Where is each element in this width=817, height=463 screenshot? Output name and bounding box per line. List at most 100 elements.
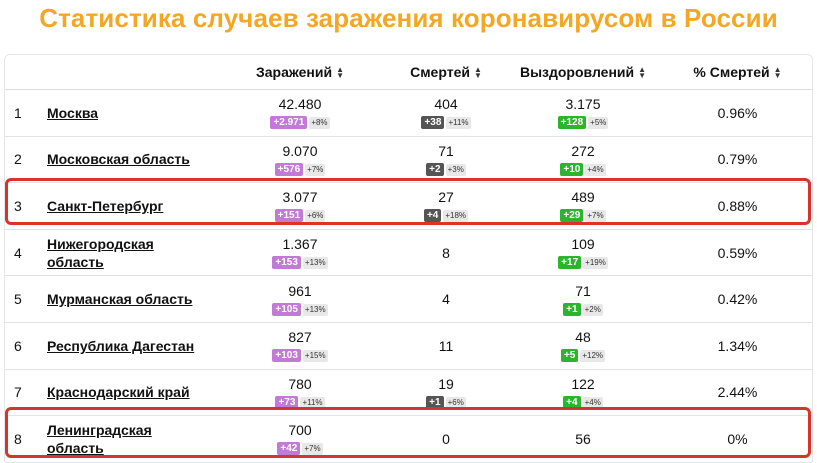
deaths-cell: 0 <box>389 415 503 463</box>
region-link[interactable]: Краснодарский край <box>47 384 190 401</box>
death-rate-value: 0.96% <box>717 104 758 121</box>
table-row: 1 Москва 42.480 +2.971 +8% 404 +38 +11% 3.175 +12… <box>5 89 812 137</box>
page-title: Статистика случаев заражения коронавирус… <box>39 3 778 33</box>
region-link[interactable]: Санкт-Петербург <box>47 197 164 214</box>
infected-value: 42.480 <box>278 96 322 113</box>
infected-delta-badge: +2.971 <box>270 116 308 130</box>
sort-arrows-icon[interactable]: ▲ ▼ <box>638 65 647 81</box>
stats-table: Заражений ▲ ▼ Смертей ▲ ▼ Выздоровлений ▲ ▼ % … <box>5 55 812 463</box>
deaths-delta-badge: +1 <box>426 395 444 409</box>
header-death-rate-label: % Смертей <box>693 64 770 80</box>
region-link[interactable]: Республика Дагестан <box>47 337 195 354</box>
header-death-rate[interactable]: % Смертей ▲ ▼ <box>663 55 812 90</box>
death-rate-value: 0% <box>727 430 748 447</box>
region-cell: Московская область <box>47 136 211 184</box>
header-infected[interactable]: Заражений ▲ ▼ <box>211 55 389 90</box>
infected-delta-percent: +6% <box>305 210 326 223</box>
region-cell: Санкт-Петербург <box>47 182 211 230</box>
recovered-delta-badge: +10 <box>560 162 584 176</box>
deaths-delta-badge: +38 <box>421 116 445 130</box>
deaths-value: 8 <box>442 244 450 261</box>
death-rate-cell: 0.59% <box>663 229 812 277</box>
header-recovered[interactable]: Выздоровлений ▲ ▼ <box>503 55 663 90</box>
recovered-value: 489 <box>571 189 595 206</box>
deaths-value: 0 <box>442 430 450 447</box>
recovered-delta-percent: +4% <box>585 163 606 176</box>
infected-delta-badge: +153 <box>272 256 301 270</box>
header-region <box>47 55 211 90</box>
death-rate-value: 0.42% <box>717 291 758 308</box>
recovered-delta: +1 +2% <box>563 301 603 316</box>
deaths-delta: +2 +3% <box>426 161 466 176</box>
recovered-delta-percent: +19% <box>583 257 608 270</box>
table-row: 2 Московская область 9.070 +576 +7% 71 +2 +3% 27… <box>5 136 812 184</box>
deaths-delta: +38 +11% <box>421 114 471 130</box>
infected-delta: +73 +11% <box>275 394 325 409</box>
infected-value: 700 <box>288 422 312 439</box>
recovered-value: 122 <box>571 375 595 392</box>
deaths-value: 19 <box>438 375 454 392</box>
recovered-delta: +10 +4% <box>560 161 606 176</box>
header-infected-label: Заражений <box>255 64 333 80</box>
recovered-delta-badge: +29 <box>560 209 584 223</box>
deaths-cell: 19 +1 +6% <box>389 369 503 417</box>
infected-delta-percent: +13% <box>302 257 328 270</box>
sort-arrows-icon[interactable]: ▲ ▼ <box>336 65 344 81</box>
rank-cell: 7 <box>5 369 47 417</box>
deaths-delta-badge: +2 <box>426 162 444 176</box>
region-link[interactable]: Ленинградская область <box>47 421 152 456</box>
rank-number: 8 <box>14 430 22 447</box>
death-rate-value: 0.79% <box>717 151 758 168</box>
header-recovered-label: Выздоровлений <box>519 64 635 80</box>
rank-cell: 2 <box>5 136 47 184</box>
rank-cell: 6 <box>5 322 47 370</box>
region-cell: Мурманская область <box>47 275 211 323</box>
rank-cell: 5 <box>5 275 47 323</box>
recovered-delta-badge: +4 <box>563 395 581 409</box>
recovered-cell: 122 +4 +4% <box>503 369 663 417</box>
infected-value: 961 <box>288 282 312 299</box>
recovered-delta-percent: +12% <box>580 350 606 363</box>
death-rate-cell: 1.34% <box>663 322 812 370</box>
death-rate-value: 2.44% <box>717 384 758 401</box>
header-rank <box>5 55 47 90</box>
rank-number: 6 <box>14 337 22 354</box>
death-rate-value: 0.88% <box>717 197 758 214</box>
infected-cell: 42.480 +2.971 +8% <box>211 89 389 137</box>
infected-cell: 780 +73 +11% <box>211 369 389 417</box>
death-rate-cell: 0.96% <box>663 89 812 137</box>
region-link[interactable]: Москва <box>47 104 99 121</box>
recovered-delta-percent: +2% <box>582 303 603 316</box>
region-link[interactable]: Московская область <box>47 151 190 168</box>
recovered-delta-badge: +17 <box>558 256 582 270</box>
infected-cell: 1.367 +153 +13% <box>211 229 389 277</box>
infected-value: 827 <box>288 329 312 346</box>
rank-cell: 3 <box>5 182 47 230</box>
region-link[interactable]: Мурманская область <box>47 291 193 308</box>
recovered-delta-percent: +5% <box>588 117 609 130</box>
recovered-delta-badge: +1 <box>563 302 581 316</box>
header-deaths[interactable]: Смертей ▲ ▼ <box>389 55 503 90</box>
infected-cell: 827 +103 +15% <box>211 322 389 370</box>
infected-value: 1.367 <box>282 236 318 253</box>
infected-value: 3.077 <box>282 189 318 206</box>
deaths-cell: 27 +4 +18% <box>389 182 503 230</box>
region-cell: Москва <box>47 89 211 137</box>
death-rate-value: 1.34% <box>717 337 758 354</box>
recovered-delta: +29 +7% <box>560 207 606 223</box>
deaths-delta: +1 +6% <box>426 394 466 409</box>
deaths-value: 11 <box>438 337 454 354</box>
sort-arrows-icon[interactable]: ▲ ▼ <box>773 65 782 81</box>
recovered-cell: 489 +29 +7% <box>503 182 663 230</box>
recovered-value: 48 <box>575 329 591 346</box>
infected-value: 9.070 <box>282 142 318 159</box>
deaths-cell: 71 +2 +3% <box>389 136 503 184</box>
infected-cell: 700 +42 +7% <box>211 415 389 463</box>
region-cell: Ленинградская область <box>47 415 211 463</box>
deaths-delta-percent: +3% <box>445 163 466 176</box>
region-link[interactable]: Нижегородская область <box>47 235 154 270</box>
region-cell: Республика Дагестан <box>47 322 211 370</box>
rank-number: 2 <box>14 151 22 168</box>
rank-number: 5 <box>14 291 22 308</box>
sort-arrows-icon[interactable]: ▲ ▼ <box>473 65 482 81</box>
